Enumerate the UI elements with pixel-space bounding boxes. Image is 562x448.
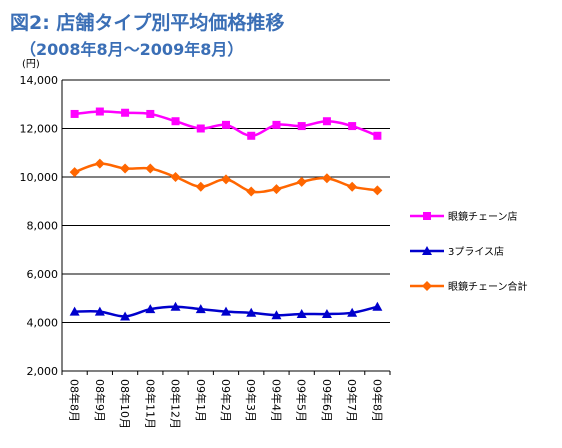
series-1-point [146,109,155,118]
x-tick-label: 08年9月 [93,379,107,422]
series-1-point [297,122,306,131]
series-1-point [373,131,382,140]
series-2-point [296,309,307,319]
series-3-point [69,167,80,178]
series-3-point [120,163,131,174]
y-tick-label: 12,000 [20,123,59,136]
series-2-point [94,306,105,316]
series-2-point [69,306,80,316]
series-1-point [95,107,104,116]
x-tick-label: 09年4月 [269,379,283,422]
series-3-point [221,174,231,185]
series-1-point [348,122,357,131]
series-2-point [170,301,181,311]
series-3-point [271,184,282,195]
x-tick-label: 09年6月 [320,379,334,422]
series-2-point [120,311,131,321]
series-3-point [145,163,156,174]
series-1-point [247,131,256,140]
x-tick-label: 09年3月 [244,379,258,422]
series-3-point [321,173,332,184]
y-tick-label: 4,000 [27,317,59,330]
y-tick-label: 2,000 [27,365,59,378]
series-3-point [296,176,307,187]
y-tick-label: 14,000 [20,74,59,87]
series-1-point [322,117,331,126]
series-3-point [94,158,105,169]
series-1-point [171,117,180,126]
series-2-point [221,306,231,316]
legend-point [422,246,432,255]
chart-subtitle: （2008年8月～2009年8月） [20,40,244,59]
series-1-point [121,108,130,117]
y-axis-label: (円) [22,59,40,70]
legend-point [423,212,431,220]
series-2-point [347,307,358,317]
series-2-point [271,310,282,320]
series-1-point [70,109,79,118]
x-tick-label: 09年5月 [295,379,309,422]
x-tick-label: 09年8月 [370,379,384,422]
series-3-point [246,186,257,197]
legend-point [422,281,432,291]
legend-label: 眼鏡チェーン合計 [448,280,528,293]
series-3-point [170,172,181,182]
x-tick-label: 08年12月 [169,379,183,429]
x-tick-label: 09年7月 [345,379,359,422]
series-3-point [372,185,383,196]
x-tick-label: 09年1月 [194,379,208,422]
series-2-point [145,304,156,314]
x-tick-label: 08年11月 [143,379,157,429]
y-tick-label: 10,000 [20,171,59,184]
legend-label: 3プライス店 [448,245,504,258]
series-1-point [222,120,230,129]
series-3-point [195,181,206,192]
series-1-point [272,120,281,129]
chart-title: 図2: 店舗タイプ別平均価格推移 [10,12,285,34]
x-tick-label: 08年10月 [118,379,132,429]
y-tick-label: 6,000 [27,268,59,281]
x-tick-label: 09年2月 [219,379,233,422]
series-2-point [246,307,257,317]
x-tick-label: 08年8月 [68,379,82,422]
series-3-point [347,181,358,192]
series-2-point [195,304,206,314]
y-tick-label: 8,000 [27,220,59,233]
legend-label: 眼鏡チェーン店 [448,210,518,223]
series-1-point [196,124,205,133]
series-2-point [372,301,383,311]
series-2-point [321,309,332,319]
